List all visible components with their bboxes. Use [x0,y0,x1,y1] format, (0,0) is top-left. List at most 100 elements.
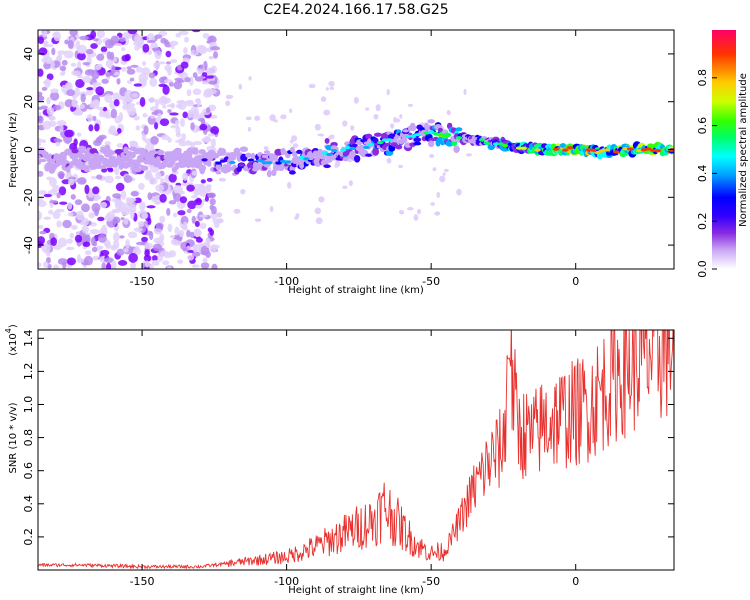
spectrogram-noise-blob [104,257,114,264]
spectrogram-ridge-cell [239,146,249,153]
spectrogram-noise-blob [207,88,217,95]
spectrogram-ridge-cell [81,146,88,150]
spectrogram-noise-blob [225,94,233,100]
spectrogram-noise-blob [92,241,98,247]
spectrogram-ridge-cell [215,163,222,171]
spectrogram-noise-blob [118,36,126,43]
spectrogram-noise-blob [56,220,62,228]
spectrogram-noise-blob [158,61,166,65]
spectrogram-noise-blob [56,120,67,126]
spectrogram-noise-blob [64,129,74,138]
spectrogram-noise-blob [133,115,140,121]
spectrogram-noise-blob [38,262,42,268]
spectrogram-noise-blob [147,217,152,226]
spectrogram-noise-blob [77,52,86,61]
spectrogram-noise-blob [399,210,405,215]
spectrogram-noise-blob [180,117,185,128]
snr-xtick-label: -100 [274,575,299,588]
spectrogram-noise-blob [177,79,185,83]
snr-series-line [38,330,674,570]
spectrogram-ridge-peak [409,134,416,138]
spectrogram-noise-blob [174,226,180,236]
spectrogram-noise-blob [328,80,335,87]
spectrogram-ridge-cell [46,155,53,163]
spectrogram-noise-blob [43,193,52,198]
spectrogram-noise-blob [151,47,162,51]
spectrogram-noise-blob [66,238,73,244]
spectrogram-noise-blob [96,245,104,250]
spectrogram-ticks: -150 -100 -50 0 -40 -20 0 20 40 [22,30,674,288]
spectrogram-noise-blob [101,262,106,269]
spectrogram-noise-blob [192,88,202,96]
spectrogram-ridge-cell [133,167,142,173]
spectrogram-noise-blob [48,177,57,187]
colorbar-ticks: 0.0 0.2 0.4 0.6 0.8 [696,69,717,278]
spectrogram-noise-blob [120,217,125,221]
spectrogram-noise-blob [201,72,208,77]
spectrogram-noise-blob [130,64,139,68]
spectrogram-noise-blob [56,138,63,143]
spectrogram-ridge-cell [266,170,272,178]
spectrogram-xtick-label: 0 [572,275,579,288]
snr-frame [37,329,675,571]
spectrogram-noise-blob [175,119,180,126]
spectrogram-noise-blob [43,261,49,269]
spectrogram-noise-blob [88,124,94,132]
spectrogram-noise-blob [46,96,51,105]
spectrogram-noise-blob [245,116,252,121]
spectrogram-noise-blob [206,185,212,193]
spectrogram-noise-blob [62,219,72,229]
spectrogram-ridge-peak [367,142,375,147]
spectrogram-noise-blob [214,84,220,89]
spectrogram-noise-blob [325,87,329,91]
spectrogram-noise-blob [100,201,108,209]
spectrogram-noise-blob [115,202,123,207]
spectrogram-ridge-peak [483,141,490,145]
spectrogram-noise-blob [126,103,136,107]
spectrogram-noise-blob [100,46,108,53]
spectrogram-ridge-cell [365,153,373,157]
spectrogram-noise-blob [162,104,167,109]
spectrogram-ridge-peak [326,152,333,157]
spectrogram-noise-blob [130,191,139,197]
snr-xlabel: Height of straight line (km) [288,585,424,596]
spectrogram-noise-blob [105,72,112,77]
snr-ytick-label: 1.0 [22,396,35,414]
spectrogram-noise-blob [120,189,127,200]
spectrogram-noise-blob [197,64,204,69]
spectrogram-noise-blob [314,207,322,215]
spectrogram-noise-blob [393,116,397,123]
spectrogram-noise-blob [386,157,392,164]
spectrogram-noise-blob [142,113,148,118]
spectrogram-ridge-cell [212,153,220,159]
spectrogram-noise-blob [178,229,185,238]
spectrogram-noise-blob [101,51,107,55]
spectrogram-noise-blob [119,235,125,239]
spectrogram-noise-blob [100,249,110,256]
spectrogram-ridge-peak [284,160,291,164]
spectrogram-ridge-peak [261,161,268,165]
spectrogram-noise-blob [142,61,147,66]
spectrogram-ylabel: Frequency (Hz) [8,112,19,188]
spectrogram-noise-blob [280,114,287,120]
spectrogram-ridge-cell [206,160,212,167]
spectrogram-noise-blob [406,207,414,211]
spectrogram-noise-blob [38,111,42,117]
spectrogram-ridge-cell [372,148,380,156]
spectrogram-noise-blob [58,186,67,196]
spectrogram-ridge-cell [360,150,368,156]
spectrogram-noise-blob [289,108,293,114]
spectrogram-noise-blob [194,76,204,82]
spectrogram-noise-blob [386,89,390,96]
snr-ylabel: SNR (10 * v/v) [8,402,19,473]
spectrogram-noise-blob [167,67,172,76]
spectrogram-noise-blob [289,139,294,144]
spectrogram-noise-blob [177,259,184,264]
spectrogram-ridge-cell [296,149,303,155]
spectrogram-noise-blob [107,168,114,173]
spectrogram-noise-blob [195,237,203,243]
spectrogram-noise-blob [41,86,48,91]
spectrogram-noise-blob [113,165,120,176]
spectrogram-noise-blob [113,99,120,107]
